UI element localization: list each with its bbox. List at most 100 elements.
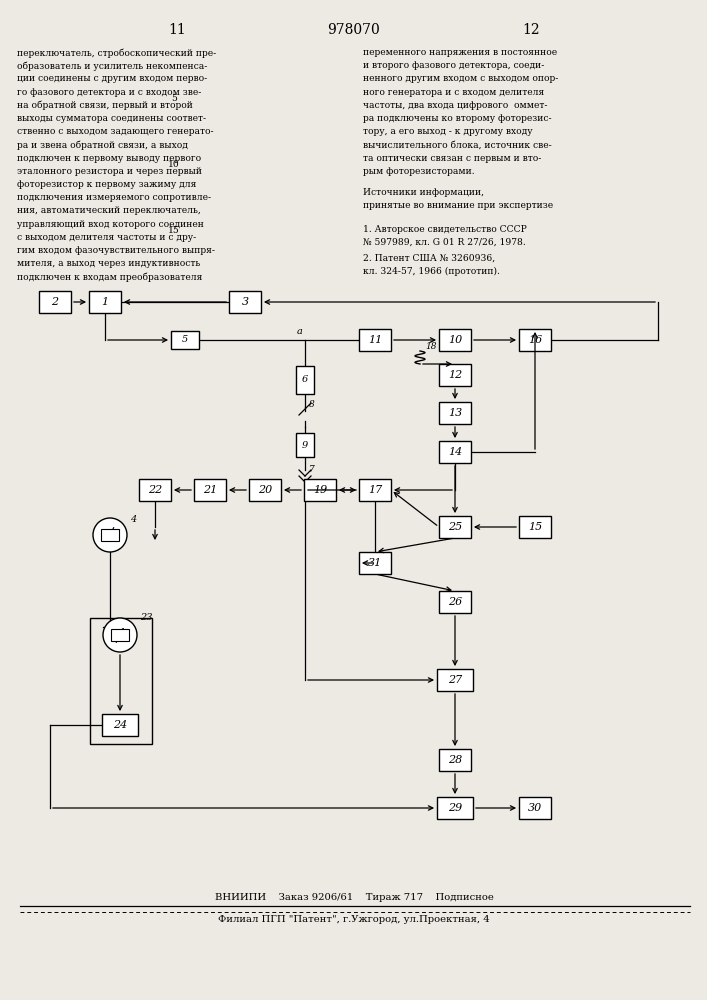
Text: 11: 11	[368, 335, 382, 345]
Text: го фазового детектора и с входом зве-: го фазового детектора и с входом зве-	[17, 88, 201, 97]
Bar	[229, 291, 261, 313]
Text: 15: 15	[528, 522, 542, 532]
Bar	[171, 331, 199, 349]
Text: ВНИИПИ    Заказ 9206/61    Тираж 717    Подписное: ВНИИПИ Заказ 9206/61 Тираж 717 Подписное	[214, 894, 493, 902]
Text: 22: 22	[148, 485, 162, 495]
Text: 5: 5	[171, 94, 177, 103]
Bar	[519, 516, 551, 538]
Text: эталонного резистора и через первый: эталонного резистора и через первый	[17, 167, 202, 176]
Text: выходы сумматора соединены соответ-: выходы сумматора соединены соответ-	[17, 114, 206, 123]
Text: 978070: 978070	[327, 23, 380, 37]
Text: 24: 24	[113, 720, 127, 730]
Text: мителя, а выход через индуктивность: мителя, а выход через индуктивность	[17, 259, 200, 268]
Text: кл. 324-57, 1966 (прототип).: кл. 324-57, 1966 (прототип).	[363, 267, 500, 276]
Text: 15: 15	[168, 226, 180, 235]
Bar	[439, 402, 471, 424]
Text: переменного напряжения в постоянное: переменного напряжения в постоянное	[363, 48, 557, 57]
Text: 17: 17	[368, 485, 382, 495]
Text: 19: 19	[313, 485, 327, 495]
Text: фоторезистор к первому зажиму для: фоторезистор к первому зажиму для	[17, 180, 197, 189]
Bar	[359, 552, 391, 574]
Bar	[359, 479, 391, 501]
Bar	[439, 749, 471, 771]
Bar	[437, 669, 473, 691]
Text: 5: 5	[182, 336, 188, 344]
Bar	[111, 629, 129, 641]
Text: рым фоторезисторами.: рым фоторезисторами.	[363, 167, 474, 176]
Text: б: б	[308, 492, 314, 501]
Text: ственно с выходом задающего генерато-: ственно с выходом задающего генерато-	[17, 127, 214, 136]
Bar	[439, 441, 471, 463]
Text: тору, а его выход - к другому входу: тору, а его выход - к другому входу	[363, 127, 532, 136]
Text: 20: 20	[258, 485, 272, 495]
Text: та оптически связан с первым и вто-: та оптически связан с первым и вто-	[363, 154, 542, 163]
Bar	[519, 329, 551, 351]
Text: 21: 21	[203, 485, 217, 495]
Text: 2: 2	[52, 297, 59, 307]
Text: 12: 12	[448, 370, 462, 380]
Text: 30: 30	[528, 803, 542, 813]
Bar	[437, 797, 473, 819]
Text: ненного другим входом с выходом опор-: ненного другим входом с выходом опор-	[363, 74, 559, 83]
Text: 9: 9	[302, 440, 308, 450]
Bar	[102, 714, 138, 736]
Text: 4: 4	[130, 516, 136, 524]
Text: 6: 6	[302, 375, 308, 384]
Text: на обратной связи, первый и второй: на обратной связи, первый и второй	[17, 101, 193, 110]
Text: 1. Авторское свидетельство СССР: 1. Авторское свидетельство СССР	[363, 225, 527, 234]
Bar	[439, 516, 471, 538]
Bar	[139, 479, 171, 501]
Bar	[296, 433, 314, 457]
Bar	[249, 479, 281, 501]
Text: переключатель, стробоскопический пре-: переключатель, стробоскопический пре-	[17, 48, 216, 57]
Text: 13: 13	[448, 408, 462, 418]
Text: ра подключены ко второму фоторезис-: ра подключены ко второму фоторезис-	[363, 114, 551, 123]
Text: 1: 1	[101, 297, 109, 307]
Bar	[101, 529, 119, 541]
Bar	[359, 329, 391, 351]
Text: Источники информации,: Источники информации,	[363, 188, 484, 197]
Text: 18: 18	[425, 342, 436, 351]
Text: частоты, два входа цифрового  оммет-: частоты, два входа цифрового оммет-	[363, 101, 547, 110]
Bar	[439, 329, 471, 351]
Bar	[439, 364, 471, 386]
Text: образователь и усилитель некомпенса-: образователь и усилитель некомпенса-	[17, 61, 207, 71]
Text: управляющий вход которого соединен: управляющий вход которого соединен	[17, 220, 204, 229]
Text: 3: 3	[241, 297, 249, 307]
Text: 29: 29	[448, 803, 462, 813]
Text: с выходом делителя частоты и с дру-: с выходом делителя частоты и с дру-	[17, 233, 197, 242]
Text: ния, автоматический переключатель,: ния, автоматический переключатель,	[17, 206, 201, 215]
Circle shape	[103, 618, 137, 652]
Text: 7: 7	[309, 465, 315, 474]
Text: подключен к первому выводу первого: подключен к первому выводу первого	[17, 154, 201, 163]
Text: 2. Патент США № 3260936,: 2. Патент США № 3260936,	[363, 254, 495, 263]
Text: ра и звена обратной связи, а выход: ра и звена обратной связи, а выход	[17, 140, 188, 150]
Text: 31: 31	[368, 558, 382, 568]
Circle shape	[93, 518, 127, 552]
Text: 14: 14	[448, 447, 462, 457]
Bar	[304, 479, 336, 501]
Bar	[439, 591, 471, 613]
Text: подключен к входам преобразователя: подключен к входам преобразователя	[17, 272, 202, 282]
Text: 10: 10	[448, 335, 462, 345]
Bar	[519, 797, 551, 819]
Text: вычислительного блока, источник све-: вычислительного блока, источник све-	[363, 140, 551, 149]
Text: 12: 12	[522, 23, 540, 37]
Text: a: a	[297, 327, 303, 336]
Text: ции соединены с другим входом перво-: ции соединены с другим входом перво-	[17, 74, 207, 83]
Text: № 597989, кл. G 01 R 27/26, 1978.: № 597989, кл. G 01 R 27/26, 1978.	[363, 238, 526, 247]
Bar	[89, 291, 121, 313]
Text: 8: 8	[309, 400, 315, 409]
Text: 10: 10	[168, 160, 180, 169]
Text: 26: 26	[448, 597, 462, 607]
Text: принятые во внимание при экспертизе: принятые во внимание при экспертизе	[363, 201, 553, 210]
Text: 27: 27	[448, 675, 462, 685]
Text: гим входом фазочувствительного выпря-: гим входом фазочувствительного выпря-	[17, 246, 215, 255]
Text: Филиал ПГП "Патент", г.Ужгород, ул.Проектная, 4: Филиал ПГП "Патент", г.Ужгород, ул.Проек…	[218, 916, 490, 924]
Text: подключения измеряемого сопротивле-: подключения измеряемого сопротивле-	[17, 193, 211, 202]
Text: 16: 16	[528, 335, 542, 345]
Text: 25: 25	[448, 522, 462, 532]
Bar	[90, 618, 152, 744]
Text: 28: 28	[448, 755, 462, 765]
Bar	[39, 291, 71, 313]
